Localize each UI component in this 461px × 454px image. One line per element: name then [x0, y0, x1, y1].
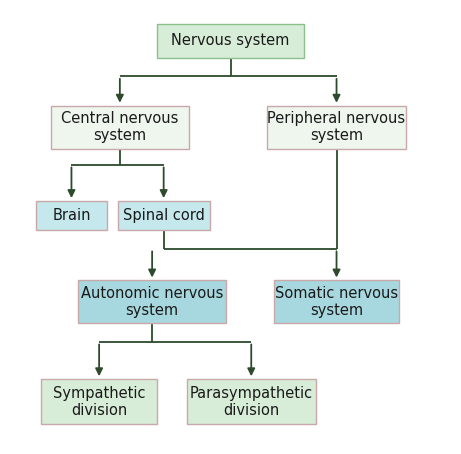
FancyBboxPatch shape	[36, 201, 107, 230]
FancyBboxPatch shape	[187, 379, 316, 424]
Text: Peripheral nervous
system: Peripheral nervous system	[267, 111, 406, 143]
FancyBboxPatch shape	[41, 379, 157, 424]
FancyBboxPatch shape	[78, 280, 226, 323]
FancyBboxPatch shape	[51, 105, 189, 148]
Text: Somatic nervous
system: Somatic nervous system	[275, 286, 398, 318]
Text: Brain: Brain	[52, 208, 91, 223]
Text: Central nervous
system: Central nervous system	[61, 111, 178, 143]
FancyBboxPatch shape	[118, 201, 210, 230]
FancyBboxPatch shape	[274, 280, 399, 323]
Text: Sympathetic
division: Sympathetic division	[53, 385, 145, 418]
FancyBboxPatch shape	[267, 105, 406, 148]
FancyBboxPatch shape	[157, 24, 304, 58]
Text: Parasympathetic
division: Parasympathetic division	[189, 385, 313, 418]
Text: Autonomic nervous
system: Autonomic nervous system	[81, 286, 223, 318]
Text: Spinal cord: Spinal cord	[123, 208, 205, 223]
Text: Nervous system: Nervous system	[171, 33, 290, 49]
